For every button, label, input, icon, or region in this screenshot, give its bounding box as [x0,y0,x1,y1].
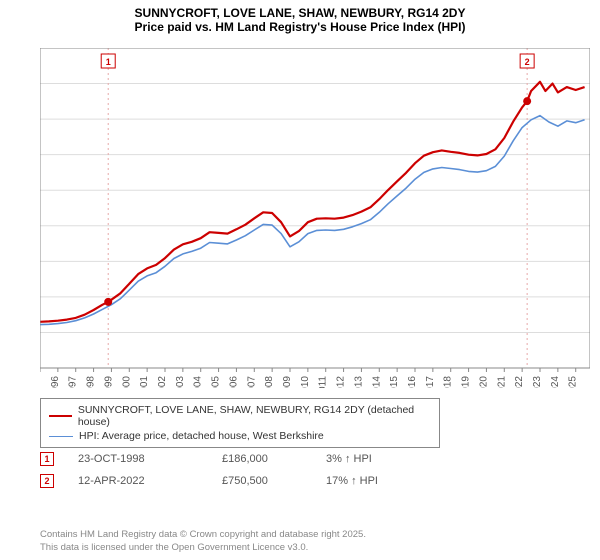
svg-text:2011: 2011 [318,376,329,388]
legend-row: HPI: Average price, detached house, West… [49,429,431,443]
svg-text:2: 2 [525,57,530,67]
svg-text:1997: 1997 [68,376,79,388]
svg-text:2008: 2008 [264,376,275,388]
sale-row: 1 23-OCT-1998 £186,000 3% ↑ HPI [40,448,426,470]
chart-container: SUNNYCROFT, LOVE LANE, SHAW, NEWBURY, RG… [0,0,600,560]
legend-swatch [49,415,72,417]
svg-text:1: 1 [106,57,111,67]
svg-text:1999: 1999 [103,376,114,388]
sale-date: 12-APR-2022 [78,475,198,487]
svg-text:2001: 2001 [139,376,150,388]
title-line-2: Price paid vs. HM Land Registry's House … [10,20,590,34]
svg-text:2010: 2010 [300,376,311,388]
sale-price: £186,000 [222,453,302,465]
svg-text:2018: 2018 [443,376,454,388]
attribution-line-1: Contains HM Land Registry data © Crown c… [40,529,366,541]
svg-text:2013: 2013 [353,376,364,388]
svg-text:2005: 2005 [211,376,222,388]
svg-text:2004: 2004 [193,376,204,388]
svg-text:2019: 2019 [461,376,472,388]
svg-text:2023: 2023 [532,376,543,388]
attribution-line-2: This data is licensed under the Open Gov… [40,542,366,554]
sale-pct: 3% ↑ HPI [326,453,426,465]
svg-text:2009: 2009 [282,376,293,388]
line-chart-svg: £0£100K£200K£300K£400K£500K£600K£700K£80… [40,48,590,388]
attribution-text: Contains HM Land Registry data © Crown c… [40,529,366,554]
title-block: SUNNYCROFT, LOVE LANE, SHAW, NEWBURY, RG… [0,0,600,36]
svg-text:2020: 2020 [478,376,489,388]
sale-row: 2 12-APR-2022 £750,500 17% ↑ HPI [40,470,426,492]
svg-text:2016: 2016 [407,376,418,388]
title-line-1: SUNNYCROFT, LOVE LANE, SHAW, NEWBURY, RG… [10,6,590,20]
svg-text:2012: 2012 [336,376,347,388]
legend-row: SUNNYCROFT, LOVE LANE, SHAW, NEWBURY, RG… [49,403,431,429]
svg-text:2014: 2014 [371,376,382,388]
svg-text:1998: 1998 [86,376,97,388]
svg-text:2022: 2022 [514,376,525,388]
legend-swatch [49,436,73,437]
svg-text:2024: 2024 [550,376,561,388]
svg-text:1995: 1995 [40,376,43,388]
svg-text:2007: 2007 [246,376,257,388]
svg-text:2025: 2025 [568,376,579,388]
svg-text:2015: 2015 [389,376,400,388]
sales-table: 1 23-OCT-1998 £186,000 3% ↑ HPI 2 12-APR-2022… [40,448,426,492]
legend-box: SUNNYCROFT, LOVE LANE, SHAW, NEWBURY, RG… [40,398,440,448]
sale-price: £750,500 [222,475,302,487]
svg-text:1996: 1996 [50,376,61,388]
svg-text:2003: 2003 [175,376,186,388]
svg-text:2000: 2000 [121,376,132,388]
sale-marker-box: 2 [40,474,54,488]
legend-label: SUNNYCROFT, LOVE LANE, SHAW, NEWBURY, RG… [78,404,431,428]
chart-area: £0£100K£200K£300K£400K£500K£600K£700K£80… [40,48,590,388]
svg-text:2021: 2021 [496,376,507,388]
sale-marker-box: 1 [40,452,54,466]
svg-text:2017: 2017 [425,376,436,388]
sale-pct: 17% ↑ HPI [326,475,426,487]
svg-text:2006: 2006 [228,376,239,388]
legend-label: HPI: Average price, detached house, West… [79,430,324,442]
svg-text:2002: 2002 [157,376,168,388]
sale-date: 23-OCT-1998 [78,453,198,465]
